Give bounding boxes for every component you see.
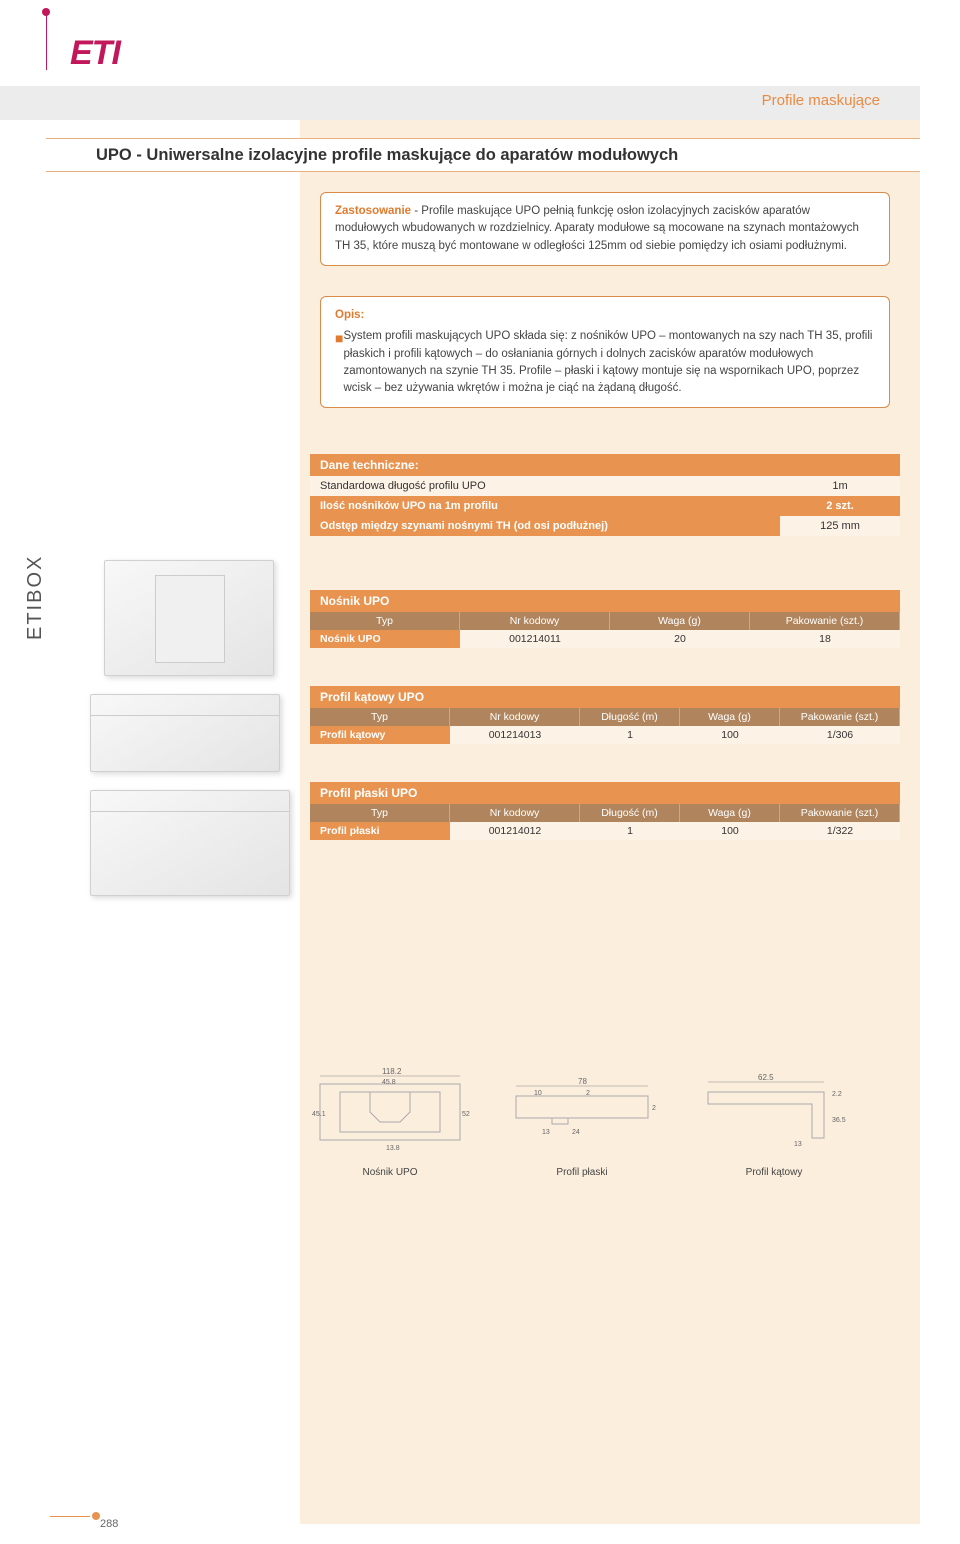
th: Nr kodowy bbox=[460, 612, 610, 630]
table-name: Profil płaski UPO bbox=[310, 782, 900, 804]
tech-key: Standardowa długość profilu UPO bbox=[310, 476, 780, 496]
th: Nr kodowy bbox=[450, 804, 580, 822]
diagram-caption: Nośnik UPO bbox=[310, 1167, 470, 1178]
th: Długość (m) bbox=[580, 804, 680, 822]
table-flat: Profil płaski UPO Typ Nr kodowy Długość … bbox=[310, 782, 900, 840]
tech-key: Odstęp między szynami nośnymi TH (od osi… bbox=[310, 516, 780, 536]
tech-row: Ilość nośników UPO na 1m profilu 2 szt. bbox=[310, 496, 900, 516]
diagram-svg: 78 10 2 13 24 2 bbox=[502, 1062, 662, 1152]
section-title-bar: UPO - Uniwersalne izolacyjne profile mas… bbox=[46, 138, 920, 172]
table-row: Profil kątowy 001214013 1 100 1/306 bbox=[310, 726, 900, 744]
product-image-flat bbox=[90, 790, 290, 896]
description-label: Opis: bbox=[335, 307, 875, 324]
td: 001214013 bbox=[450, 726, 580, 744]
table-head: Typ Nr kodowy Długość (m) Waga (g) Pakow… bbox=[310, 804, 900, 822]
dim: 13 bbox=[542, 1129, 550, 1136]
table-name: Nośnik UPO bbox=[310, 590, 900, 612]
th: Pakowanie (szt.) bbox=[780, 708, 900, 726]
td: 001214012 bbox=[450, 822, 580, 840]
td: 18 bbox=[750, 630, 900, 648]
top-accent bbox=[0, 0, 960, 20]
tech-val: 125 mm bbox=[780, 516, 900, 536]
row-label: Profil kątowy bbox=[310, 726, 450, 744]
th: Pakowanie (szt.) bbox=[750, 612, 900, 630]
dim: 36.5 bbox=[832, 1117, 846, 1124]
tech-data-section: Dane techniczne: Standardowa długość pro… bbox=[310, 454, 900, 536]
dim: 2 bbox=[586, 1090, 590, 1097]
diagram-caption: Profil płaski bbox=[502, 1167, 662, 1178]
tech-key: Ilość nośników UPO na 1m profilu bbox=[310, 496, 780, 516]
brand-logo: ETI bbox=[70, 34, 120, 73]
row-label: Nośnik UPO bbox=[310, 630, 460, 648]
diagram-caption: Profil kątowy bbox=[694, 1167, 854, 1178]
dim: 13 bbox=[794, 1141, 802, 1148]
section-title: UPO - Uniwersalne izolacyjne profile mas… bbox=[96, 146, 678, 165]
table-head: Typ Nr kodowy Waga (g) Pakowanie (szt.) bbox=[310, 612, 900, 630]
description-box: Opis: ■ System profili maskujących UPO s… bbox=[320, 296, 890, 408]
side-label: ETIBOX bbox=[24, 555, 47, 640]
page-number: 288 bbox=[100, 1518, 118, 1530]
table-name: Profil kątowy UPO bbox=[310, 686, 900, 708]
application-box: Zastosowanie - Profile maskujące UPO peł… bbox=[320, 192, 890, 266]
diagram-svg: 62.5 2.2 13 36.5 bbox=[694, 1062, 854, 1152]
th: Pakowanie (szt.) bbox=[780, 804, 900, 822]
diagram-carrier: 118.2 45.8 13.8 45.1 52.2 Nośnik UPO bbox=[310, 1062, 470, 1178]
header-band: Profile maskujące bbox=[0, 86, 920, 120]
td: 1/322 bbox=[780, 822, 900, 840]
td: 100 bbox=[680, 822, 780, 840]
diagram-angle: 62.5 2.2 13 36.5 Profil kątowy bbox=[694, 1062, 854, 1178]
application-label: Zastosowanie bbox=[335, 205, 411, 217]
row-label: Profil płaski bbox=[310, 822, 450, 840]
diagrams-row: 118.2 45.8 13.8 45.1 52.2 Nośnik UPO 78 … bbox=[310, 1062, 900, 1178]
dim: 52.2 bbox=[462, 1111, 470, 1118]
dim: 2.2 bbox=[832, 1091, 842, 1098]
description-text: System profili maskujących UPO składa si… bbox=[343, 328, 875, 397]
td: 100 bbox=[680, 726, 780, 744]
table-angle: Profil kątowy UPO Typ Nr kodowy Długość … bbox=[310, 686, 900, 744]
dim: 45.1 bbox=[312, 1111, 326, 1118]
tech-val: 2 szt. bbox=[780, 496, 900, 516]
th: Waga (g) bbox=[610, 612, 750, 630]
table-row: Profil płaski 001214012 1 100 1/322 bbox=[310, 822, 900, 840]
th: Typ bbox=[310, 804, 450, 822]
diagram-flat: 78 10 2 13 24 2 Profil płaski bbox=[502, 1062, 662, 1178]
diagram-svg: 118.2 45.8 13.8 45.1 52.2 bbox=[310, 1062, 470, 1152]
application-text: - Profile maskujące UPO pełnią funkcję o… bbox=[335, 205, 859, 252]
th: Waga (g) bbox=[680, 804, 780, 822]
tech-row: Standardowa długość profilu UPO 1m bbox=[310, 476, 900, 496]
dim: 118.2 bbox=[382, 1067, 402, 1076]
td: 001214011 bbox=[460, 630, 610, 648]
th: Typ bbox=[310, 708, 450, 726]
table-row: Nośnik UPO 001214011 20 18 bbox=[310, 630, 900, 648]
th: Waga (g) bbox=[680, 708, 780, 726]
th: Typ bbox=[310, 612, 460, 630]
table-head: Typ Nr kodowy Długość (m) Waga (g) Pakow… bbox=[310, 708, 900, 726]
product-image-carrier bbox=[104, 560, 274, 676]
header-label: Profile maskujące bbox=[762, 92, 880, 109]
td: 1 bbox=[580, 822, 680, 840]
th: Długość (m) bbox=[580, 708, 680, 726]
product-image-angle bbox=[90, 694, 280, 772]
dim: 24 bbox=[572, 1129, 580, 1136]
td: 20 bbox=[610, 630, 750, 648]
td: 1 bbox=[580, 726, 680, 744]
dim: 13.8 bbox=[386, 1145, 400, 1152]
tech-title: Dane techniczne: bbox=[310, 454, 900, 476]
dim: 2 bbox=[652, 1105, 656, 1112]
th: Nr kodowy bbox=[450, 708, 580, 726]
tech-val: 1m bbox=[780, 476, 900, 496]
dim: 10 bbox=[534, 1090, 542, 1097]
product-images bbox=[90, 560, 290, 914]
dim: 78 bbox=[578, 1077, 587, 1086]
table-carrier: Nośnik UPO Typ Nr kodowy Waga (g) Pakowa… bbox=[310, 590, 900, 648]
dim: 45.8 bbox=[382, 1079, 396, 1086]
td: 1/306 bbox=[780, 726, 900, 744]
dim: 62.5 bbox=[758, 1073, 774, 1082]
tech-row: Odstęp między szynami nośnymi TH (od osi… bbox=[310, 516, 900, 536]
